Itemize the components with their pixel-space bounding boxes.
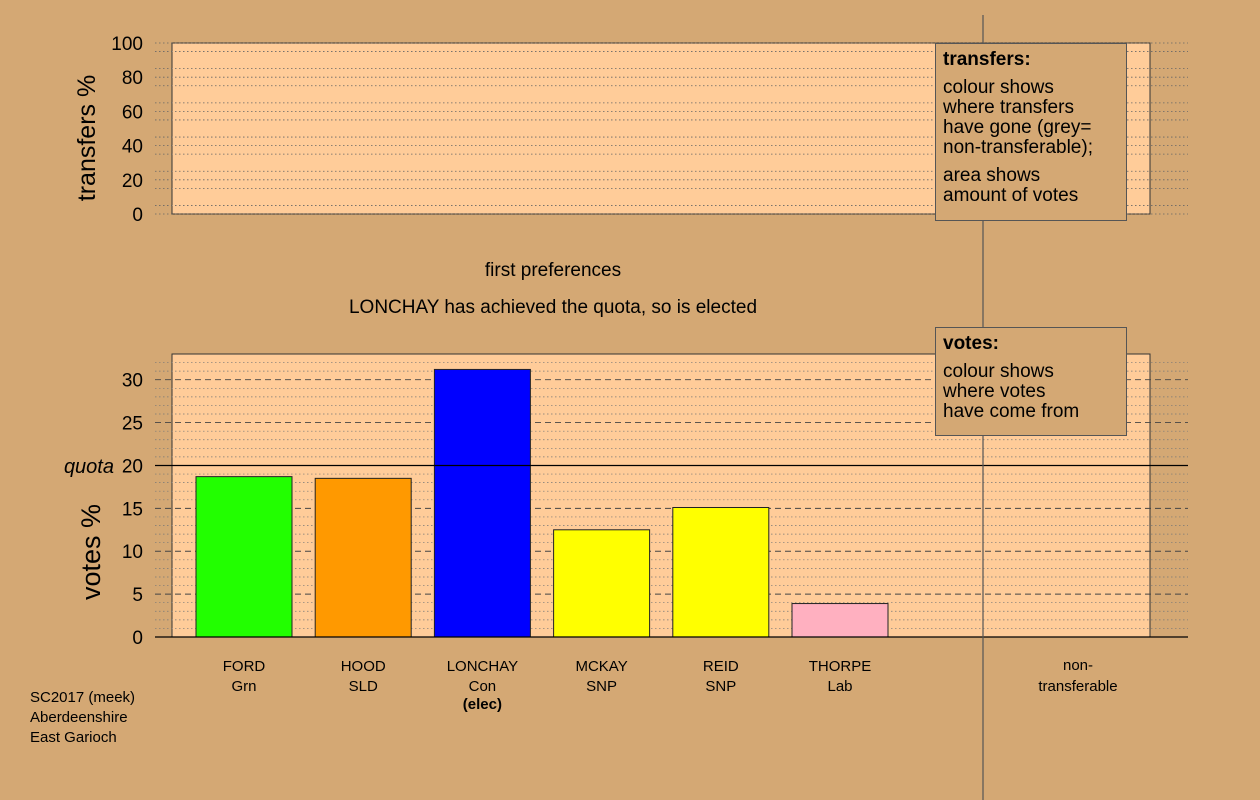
votes-info-line-3: have come from <box>943 401 1080 422</box>
transfers-info-line-4: non-transferable); <box>943 137 1093 158</box>
candidate-party-label: SNP <box>705 678 736 695</box>
votes-info-title: votes: <box>943 333 999 354</box>
status-line: LONCHAY has achieved the quota, so is el… <box>349 297 757 318</box>
transfers-info-line-3: have gone (grey= <box>943 117 1092 138</box>
transfers-y-tick-label: 80 <box>122 68 143 89</box>
bar-thorpe <box>791 603 889 638</box>
source-line-3: East Garioch <box>30 729 117 746</box>
candidate-name-label: THORPE <box>809 658 872 675</box>
bar-lonchay <box>433 368 531 638</box>
transfers-y-tick-label: 20 <box>122 171 143 192</box>
transfers-info-line-5: area shows <box>943 165 1041 186</box>
candidate-name-label: LONCHAY <box>447 658 518 675</box>
source-note: SC2017 (meek) Aberdeenshire East Garioch <box>30 688 135 748</box>
candidate-labels: FORD Grn HOOD SLD LONCHAY Con(elec) MCKAY SNP RE… <box>223 658 872 713</box>
candidate-party-label: Lab <box>827 678 852 695</box>
transfers-info-box: transfers: colour shows where transfers … <box>935 43 1127 221</box>
votes-y-tick-label: 20 <box>122 456 143 477</box>
votes-bars <box>195 368 889 638</box>
transfers-y-tick-label: 100 <box>111 34 143 55</box>
quota-label: quota <box>64 456 114 478</box>
source-line-2: Aberdeenshire <box>30 709 128 726</box>
votes-y-tick-label: 10 <box>122 542 143 563</box>
source-line-1: SC2017 (meek) <box>30 689 136 706</box>
candidate-party-label: Con <box>469 678 497 695</box>
votes-y-tick-label: 0 <box>132 628 143 649</box>
bar-reid <box>672 507 770 638</box>
votes-y-tick-label: 15 <box>122 499 143 520</box>
candidate-party-label: SLD <box>349 678 378 695</box>
candidate-name-label: HOOD <box>341 658 386 675</box>
transfers-y-tick-label: 40 <box>122 137 143 158</box>
nontransferable-label-1: non- <box>1063 657 1093 674</box>
votes-info-line-1: colour shows <box>943 361 1054 382</box>
transfers-y-axis-label: transfers % <box>73 75 101 201</box>
candidate-name-label: MCKAY <box>575 658 627 675</box>
votes-y-tick-label: 30 <box>122 371 143 392</box>
transfers-info-line-6: amount of votes <box>943 185 1079 206</box>
votes-y-tick-label: 25 <box>122 414 143 435</box>
transfers-y-tick-label: 60 <box>122 102 143 123</box>
candidate-elected-label: (elec) <box>463 696 502 713</box>
votes-y-ticks: 0 5 10 15 20 25 30 <box>122 371 143 649</box>
stage-label: first preferences <box>485 260 621 281</box>
transfers-y-ticks: 0 20 40 60 80 100 <box>111 34 143 226</box>
bar-hood <box>314 477 412 638</box>
votes-info-line-2: where votes <box>943 381 1046 402</box>
bar-mckay <box>553 529 651 638</box>
candidate-name-label: FORD <box>223 658 266 675</box>
votes-y-axis-label: votes % <box>76 504 106 600</box>
transfers-info-title: transfers: <box>943 49 1031 70</box>
bar-ford <box>195 476 293 638</box>
candidate-party-label: SNP <box>586 678 617 695</box>
nontransferable-label-2: transferable <box>1038 678 1117 695</box>
candidate-name-label: REID <box>703 658 739 675</box>
candidate-party-label: Grn <box>231 678 256 695</box>
votes-info-box: votes: colour shows where votes have com… <box>935 327 1127 436</box>
transfers-info-line-2: where transfers <box>943 97 1074 118</box>
transfers-info-line-1: colour shows <box>943 77 1054 98</box>
transfers-y-tick-label: 0 <box>132 205 143 226</box>
votes-y-tick-label: 5 <box>132 585 143 606</box>
